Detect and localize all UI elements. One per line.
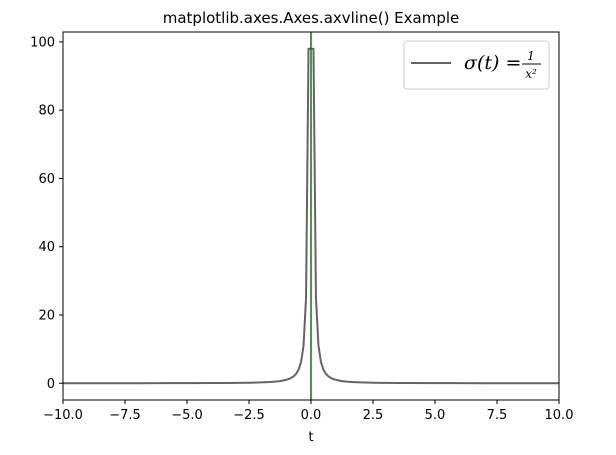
y-tick-label: 0	[47, 377, 55, 392]
plot-area	[63, 32, 559, 400]
chart-title: matplotlib.axes.Axes.axvline() Example	[163, 9, 460, 27]
legend-fraction-numerator: 1	[527, 49, 535, 63]
x-tick-label: −10.0	[43, 408, 83, 423]
y-tick-label: 80	[38, 104, 55, 119]
x-tick-label: 10.0	[545, 408, 574, 423]
legend: σ(t) = 1 x²	[403, 40, 550, 90]
y-tick-label: 60	[38, 172, 55, 187]
y-tick-label: 20	[38, 308, 55, 323]
axes: −10.0 −7.5 −5.0 −2.5 0.0 2.5 5.0 7.5 10.0 0 20 40 60…	[30, 31, 574, 423]
legend-box	[403, 40, 550, 90]
x-axis-label: t	[308, 430, 313, 445]
legend-entry-label: σ(t) =	[464, 52, 521, 74]
x-tick-label: −7.5	[109, 408, 141, 423]
x-tick-label: −2.5	[233, 408, 265, 423]
y-tick-label: 100	[30, 35, 55, 50]
x-tick-label: 0.0	[301, 408, 322, 423]
x-tick-label: 2.5	[363, 408, 384, 423]
y-tick-label: 40	[38, 240, 55, 255]
x-tick-label: 7.5	[487, 408, 508, 423]
x-tick-label: 5.0	[425, 408, 446, 423]
x-tick-label: −5.0	[171, 408, 203, 423]
legend-fraction-denominator: x²	[525, 67, 537, 81]
